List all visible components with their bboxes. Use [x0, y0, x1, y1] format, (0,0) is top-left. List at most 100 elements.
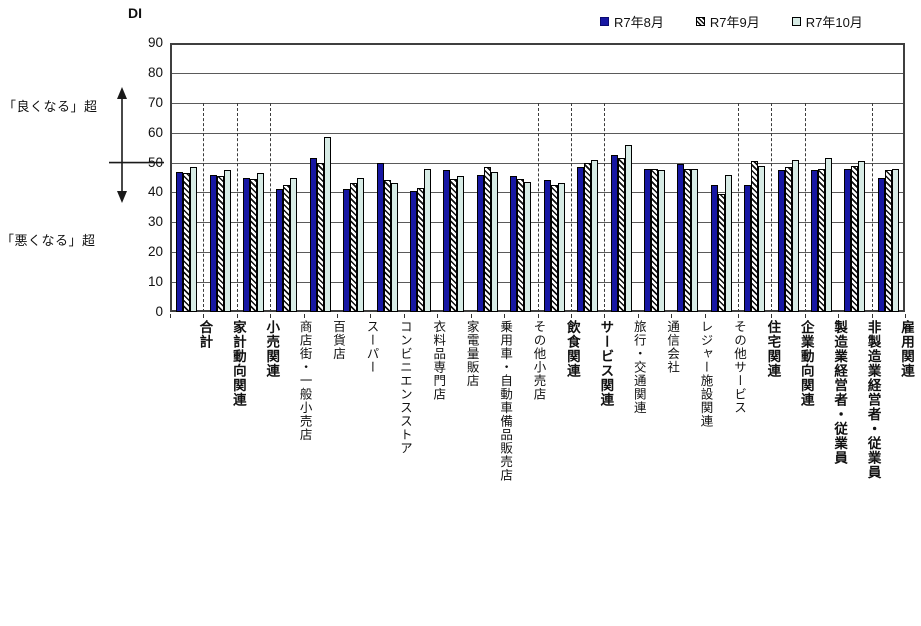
- bar: [584, 162, 592, 312]
- legend-label: R7年10月: [805, 15, 863, 30]
- x-tick: [337, 314, 339, 318]
- x-tick: [771, 314, 773, 318]
- x-category-label: その他小売店: [531, 320, 546, 401]
- category-separator-line: [537, 102, 539, 312]
- category-separator-line: [203, 102, 205, 312]
- legend-swatch-solid-icon: [600, 17, 609, 26]
- bar: [476, 174, 484, 312]
- legend-swatch-hatch-icon: [695, 17, 705, 26]
- bar: [216, 176, 224, 312]
- x-tick: [470, 314, 472, 318]
- x-tick: [303, 314, 305, 318]
- gridline: [172, 72, 903, 74]
- y-tick-label: 10: [147, 274, 163, 290]
- category-separator-line: [270, 102, 272, 312]
- annotation-worse: 「悪くなる」超: [1, 233, 96, 248]
- bar: [784, 167, 792, 312]
- y-tick-label: 30: [147, 214, 163, 230]
- bar: [543, 180, 551, 312]
- bar: [457, 176, 465, 312]
- y-tick-label: 70: [147, 94, 163, 110]
- x-category-label: その他サービス: [731, 320, 746, 415]
- x-category-label: サービス関連: [598, 320, 614, 407]
- x-tick: [637, 314, 639, 318]
- bar: [343, 189, 351, 312]
- bar: [858, 161, 866, 312]
- x-category-label: 小売関連: [264, 320, 280, 378]
- x-tick: [170, 314, 171, 318]
- bar: [824, 158, 832, 312]
- x-category-label: 家電量販店: [464, 320, 479, 388]
- bar: [844, 168, 852, 312]
- x-category-label: 製造業経営者・従業員: [832, 320, 848, 465]
- bar: [650, 168, 658, 312]
- bar: [417, 187, 425, 312]
- bar: [657, 170, 665, 312]
- bar: [610, 155, 618, 312]
- bar: [524, 181, 532, 312]
- y-tick-label: 60: [147, 124, 163, 140]
- bar: [510, 176, 518, 312]
- x-tick: [871, 314, 873, 318]
- legend-label: R7年9月: [709, 15, 760, 30]
- bar: [884, 170, 892, 312]
- bar: [309, 158, 317, 312]
- legend-item: R7年10月: [791, 12, 863, 31]
- x-category-label: 住宅関連: [765, 320, 781, 378]
- legend: R7年8月 R7年9月 R7年10月: [600, 12, 863, 31]
- category-separator-line: [804, 102, 806, 312]
- x-tick: [203, 314, 205, 318]
- bar: [891, 168, 899, 312]
- bar: [490, 171, 498, 312]
- x-category-label: 旅行・交通関連: [631, 320, 646, 415]
- bar: [450, 178, 458, 312]
- x-category-label: 百貨店: [331, 320, 346, 361]
- x-category-label: 飲食関連: [564, 320, 580, 378]
- x-category-label: 商店街・一般小売店: [297, 320, 312, 442]
- bar: [777, 170, 785, 312]
- bar: [316, 162, 324, 312]
- legend-item: R7年9月: [695, 12, 760, 31]
- category-separator-line: [604, 102, 606, 312]
- x-tick: [504, 314, 506, 318]
- y-tick-label: 90: [147, 35, 163, 50]
- bar: [176, 171, 184, 312]
- x-category-label: 通信会社: [665, 320, 680, 374]
- x-tick: [704, 314, 706, 318]
- bar: [717, 193, 725, 312]
- bar: [357, 177, 365, 312]
- bar: [223, 170, 231, 312]
- bar: [250, 178, 258, 312]
- x-category-label: 合計: [197, 320, 213, 349]
- bar: [290, 177, 298, 312]
- bar: [183, 173, 191, 312]
- category-separator-line: [737, 102, 739, 312]
- x-category-label: 雇用関連: [899, 320, 914, 378]
- bar: [283, 184, 291, 312]
- x-category-label: 企業動向関連: [798, 320, 814, 407]
- x-category-label: 乗用車・自動車備品販売店: [498, 320, 513, 482]
- bar: [591, 159, 599, 312]
- x-tick: [905, 314, 906, 318]
- bar: [410, 190, 418, 312]
- x-category-label: レジャー施設関連: [698, 320, 713, 428]
- x-tick: [838, 314, 840, 318]
- bar: [376, 162, 384, 312]
- y-axis-title: DI: [128, 5, 142, 21]
- bar: [323, 137, 331, 312]
- x-category-label: コンビニエンスストア: [397, 320, 412, 455]
- y-tick-label: 40: [147, 184, 163, 200]
- legend-swatch-pale-icon: [791, 17, 801, 26]
- category-separator-line: [236, 102, 238, 312]
- x-category-label: 衣料品専門店: [431, 320, 446, 401]
- bar: [791, 159, 799, 312]
- bar: [617, 158, 625, 312]
- category-separator-line: [570, 102, 572, 312]
- bar: [209, 174, 217, 312]
- bar: [877, 177, 885, 312]
- x-tick: [737, 314, 739, 318]
- x-tick: [270, 314, 272, 318]
- bar: [190, 167, 198, 312]
- bar: [684, 168, 692, 312]
- bar: [443, 170, 451, 312]
